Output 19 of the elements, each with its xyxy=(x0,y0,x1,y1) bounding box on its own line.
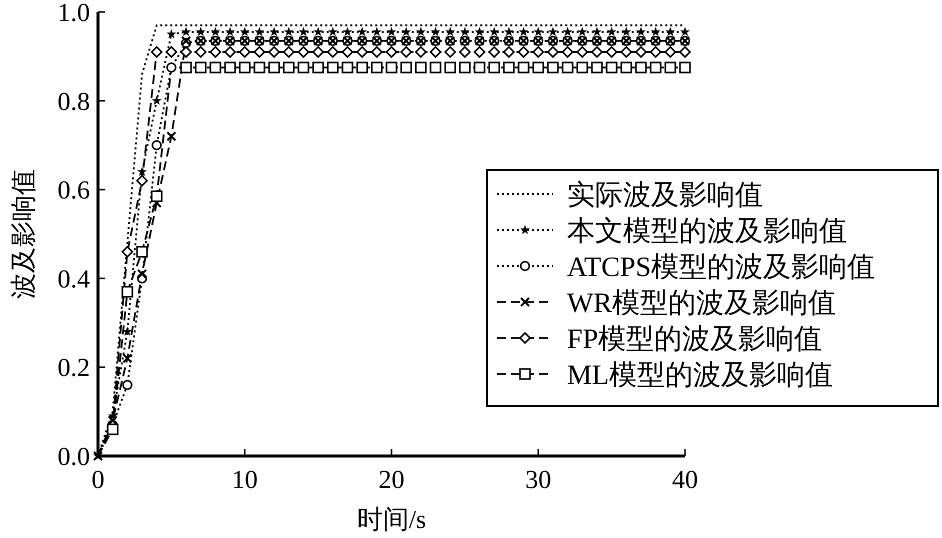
legend-label: WR模型的波及影响值 xyxy=(567,288,836,319)
y-tick-label: 0.0 xyxy=(58,442,90,471)
legend-label: ML模型的波及影响值 xyxy=(567,360,833,391)
legend-label: ATCPS模型的波及影响值 xyxy=(567,252,876,283)
y-axis-title: 波及影响值 xyxy=(9,169,38,299)
x-tick-label: 10 xyxy=(232,465,258,494)
y-tick-label: 1.0 xyxy=(58,0,90,27)
legend-label: FP模型的波及影响值 xyxy=(567,324,822,355)
x-axis-title: 时间/s xyxy=(356,505,426,534)
y-tick-label: 0.6 xyxy=(58,176,90,205)
x-tick-label: 0 xyxy=(92,465,104,494)
y-tick-label: 0.8 xyxy=(58,86,90,116)
x-tick-label: 30 xyxy=(525,465,552,494)
legend-label: 实际波及影响值 xyxy=(567,180,763,211)
x-tick-label: 40 xyxy=(672,465,698,494)
y-tick-label: 0.4 xyxy=(58,264,90,294)
legend-label: 本文模型的波及影响值 xyxy=(567,216,847,247)
y-tick-label: 0.2 xyxy=(58,353,90,382)
x-tick-label: 20 xyxy=(378,465,404,494)
